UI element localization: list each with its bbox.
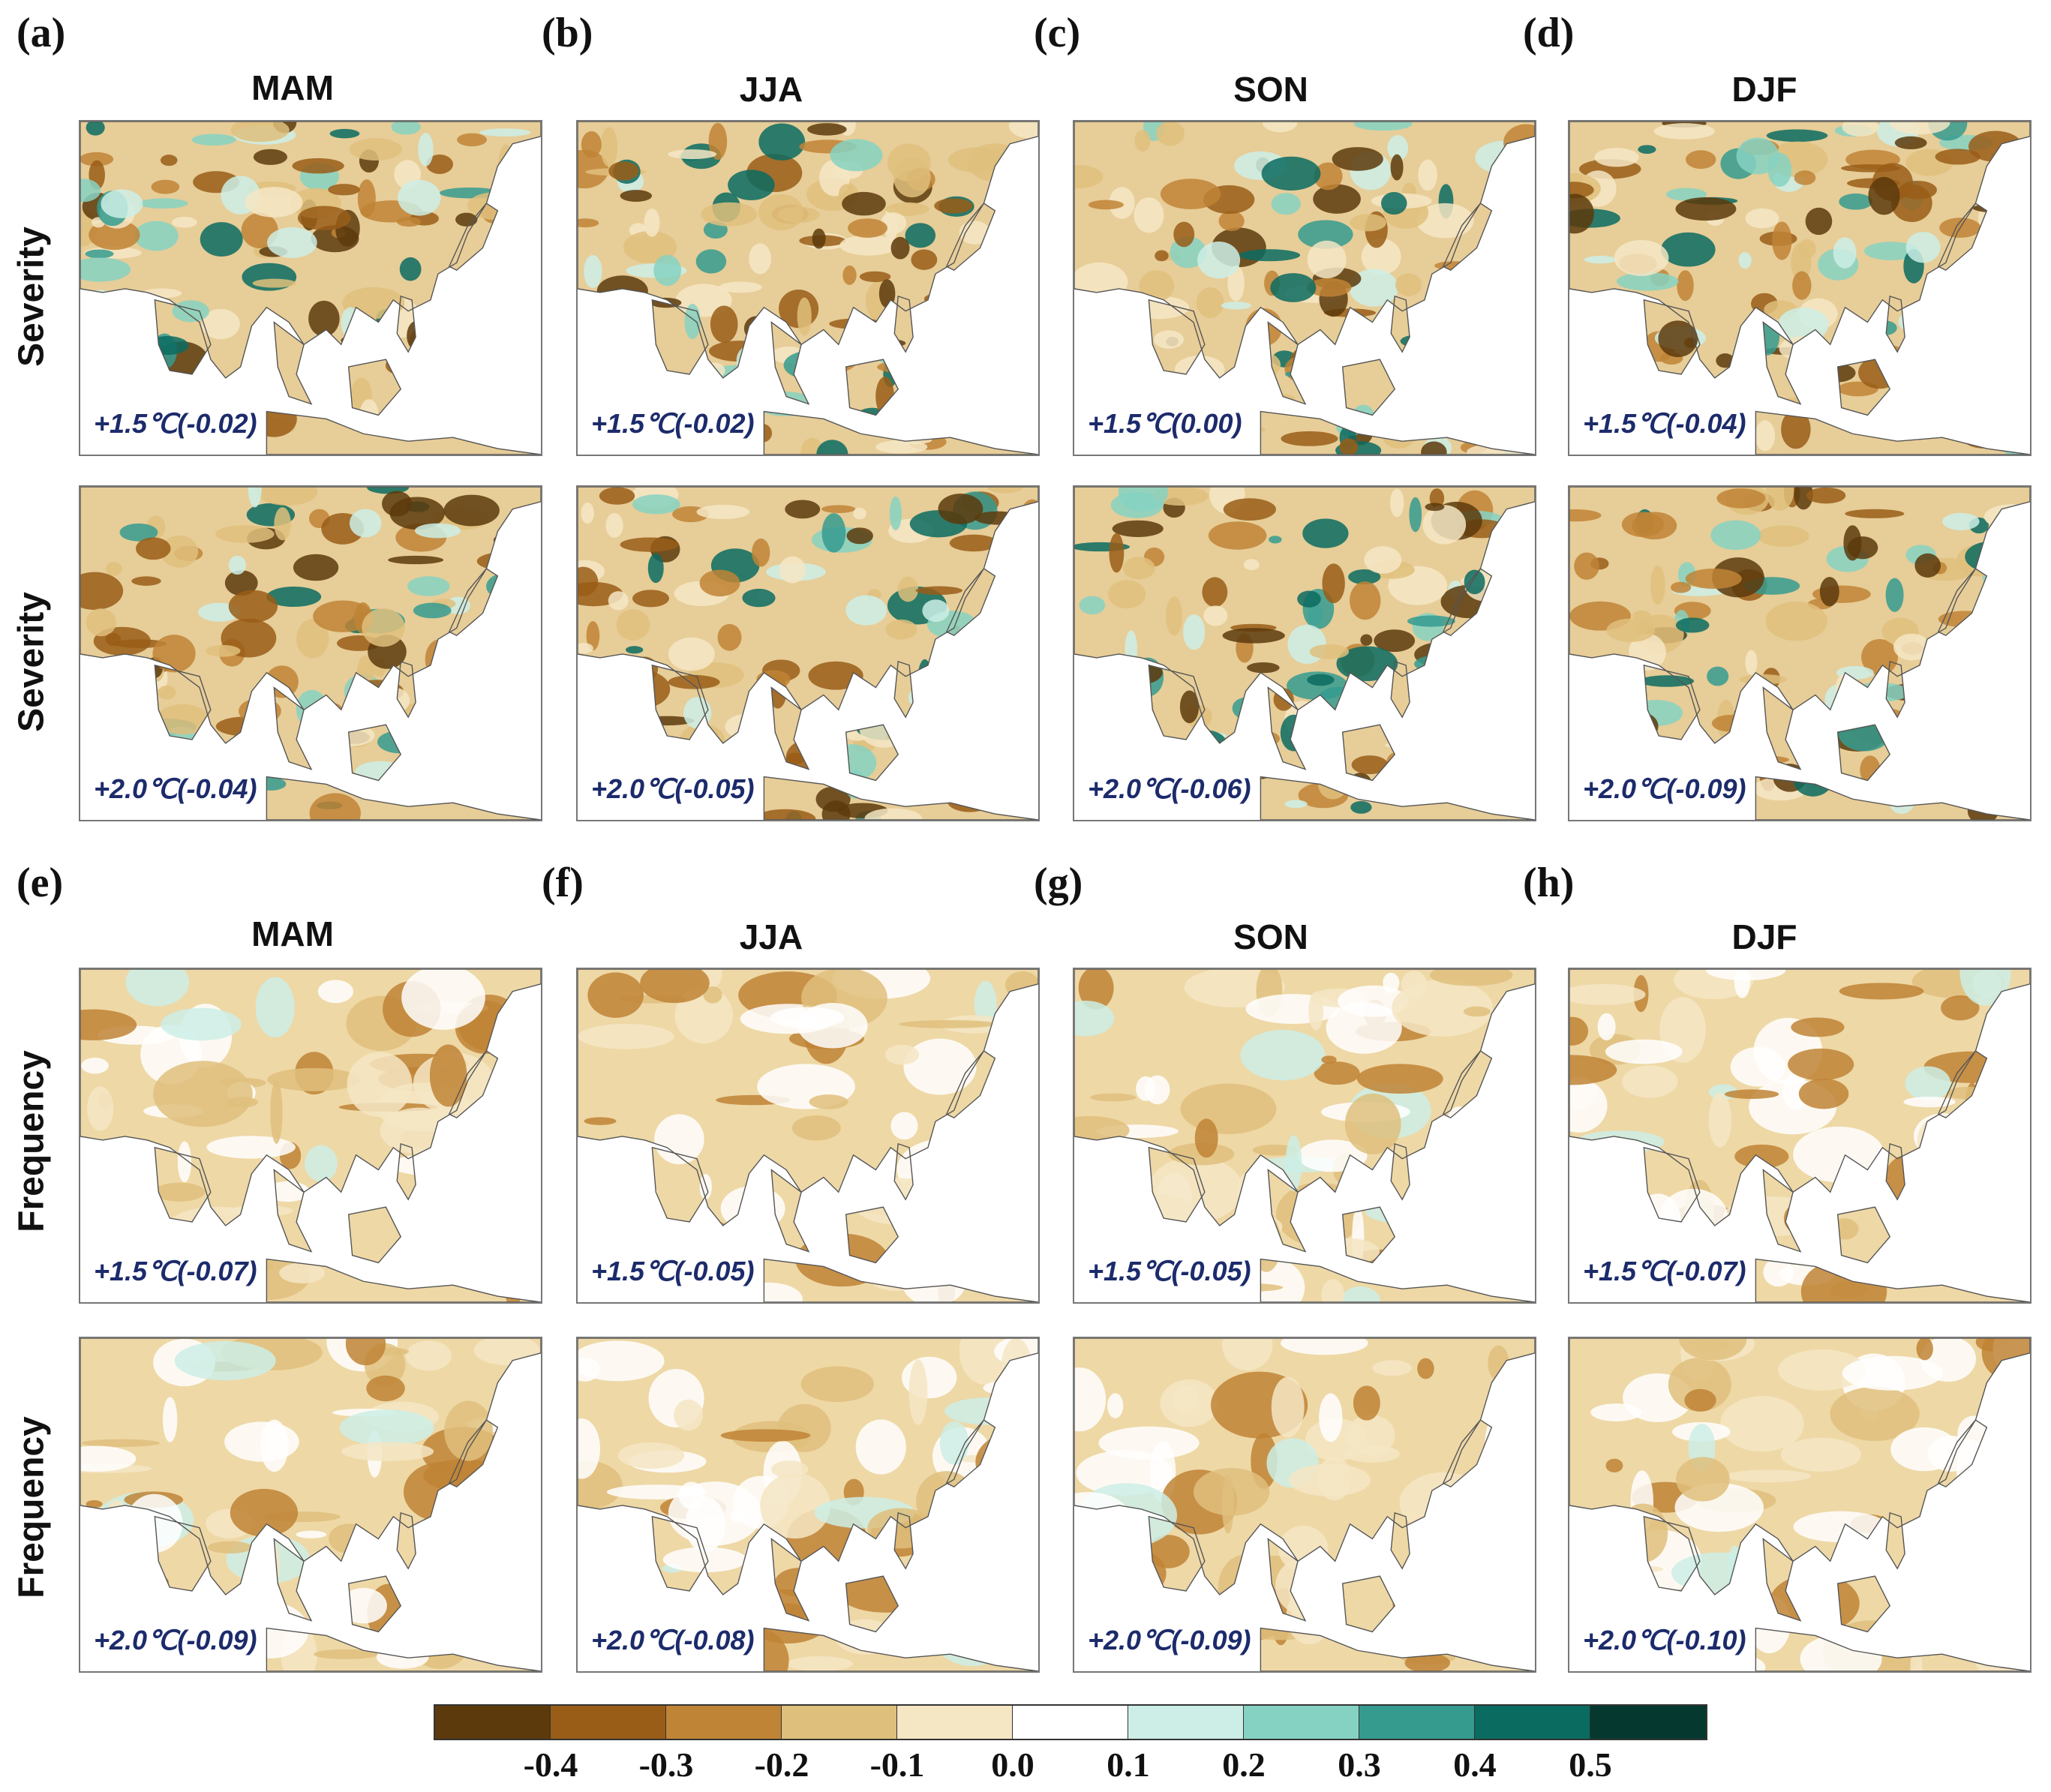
map-caption-frequency-1-5-mam: +1.5℃(-0.07) bbox=[94, 1256, 257, 1286]
panel-letter-c: (c) bbox=[1034, 10, 1081, 56]
map-caption-severity-2-0-jja: +2.0℃(-0.05) bbox=[591, 773, 755, 804]
map-caption-frequency-1-5-son: +1.5℃(-0.05) bbox=[1088, 1256, 1251, 1286]
row-label-frequency-2: Frequency bbox=[11, 1416, 52, 1598]
map-panel-severity-1-5-djf: +1.5℃(-0.04) bbox=[1568, 120, 2031, 456]
asia-map-graphic bbox=[80, 122, 541, 455]
colorbar-tick-label: -0.4 bbox=[523, 1745, 578, 1784]
map-panel-severity-2-0-djf: +2.0℃(-0.09) bbox=[1568, 485, 2031, 821]
map-panel-frequency-2-0-djf: +2.0℃(-0.10) bbox=[1568, 1337, 2031, 1673]
asia-map-graphic bbox=[578, 1338, 1038, 1671]
season-title-djf-lower: DJF bbox=[1731, 917, 1797, 956]
asia-map-graphic bbox=[80, 969, 541, 1302]
colorbar bbox=[434, 1704, 1707, 1740]
colorbar-tick-label: 0.1 bbox=[1107, 1745, 1150, 1784]
season-title-son: SON bbox=[1233, 70, 1308, 109]
colorbar-swatch-1 bbox=[551, 1706, 666, 1739]
asia-map-graphic bbox=[1074, 122, 1535, 455]
map-caption-severity-1-5-mam: +1.5℃(-0.02) bbox=[94, 408, 257, 439]
map-panel-frequency-1-5-son: +1.5℃(-0.05) bbox=[1073, 968, 1536, 1304]
map-caption-frequency-2-0-djf: +2.0℃(-0.10) bbox=[1583, 1625, 1746, 1655]
colorbar-swatch-5 bbox=[1013, 1706, 1128, 1739]
colorbar-swatch-3 bbox=[782, 1706, 897, 1739]
colorbar-tick-label: -0.1 bbox=[869, 1745, 925, 1784]
panel-letter-e: (e) bbox=[17, 860, 64, 906]
map-caption-frequency-2-0-jja: +2.0℃(-0.08) bbox=[591, 1625, 755, 1655]
colorbar-swatch-2 bbox=[666, 1706, 782, 1739]
season-title-jja-lower: JJA bbox=[739, 917, 803, 956]
colorbar-swatch-6 bbox=[1128, 1706, 1244, 1739]
season-title-djf: DJF bbox=[1731, 70, 1797, 109]
map-caption-frequency-2-0-son: +2.0℃(-0.09) bbox=[1088, 1625, 1251, 1655]
colorbar-tick-label: 0.2 bbox=[1222, 1745, 1266, 1784]
map-caption-severity-2-0-djf: +2.0℃(-0.09) bbox=[1583, 773, 1746, 804]
map-panel-severity-2-0-jja: +2.0℃(-0.05) bbox=[576, 485, 1040, 821]
asia-map-graphic bbox=[1074, 487, 1535, 820]
colorbar-tick-label: -0.3 bbox=[638, 1745, 694, 1784]
map-panel-severity-1-5-son: +1.5℃(0.00) bbox=[1073, 120, 1536, 456]
colorbar-swatch-9 bbox=[1475, 1706, 1590, 1739]
season-title-mam: MAM bbox=[251, 68, 334, 107]
map-panel-frequency-2-0-son: +2.0℃(-0.09) bbox=[1073, 1337, 1536, 1673]
panel-letter-f: (f) bbox=[542, 860, 584, 906]
panel-letter-h: (h) bbox=[1523, 860, 1575, 906]
map-caption-severity-2-0-son: +2.0℃(-0.06) bbox=[1088, 773, 1251, 804]
map-panel-severity-2-0-son: +2.0℃(-0.06) bbox=[1073, 485, 1536, 821]
map-panel-frequency-1-5-jja: +1.5℃(-0.05) bbox=[576, 968, 1040, 1304]
row-label-frequency-1: Frequency bbox=[11, 1050, 52, 1232]
panel-letter-d: (d) bbox=[1523, 10, 1575, 56]
season-title-jja: JJA bbox=[739, 70, 803, 109]
asia-map-graphic bbox=[1569, 1338, 2030, 1671]
colorbar-swatch-10 bbox=[1590, 1706, 1706, 1739]
map-panel-frequency-2-0-mam: +2.0℃(-0.09) bbox=[79, 1337, 542, 1673]
asia-map-graphic bbox=[1569, 487, 2030, 820]
map-caption-severity-1-5-son: +1.5℃(0.00) bbox=[1088, 408, 1242, 439]
map-panel-severity-1-5-jja: +1.5℃(-0.02) bbox=[576, 120, 1040, 456]
asia-map-graphic bbox=[80, 1338, 541, 1671]
map-panel-severity-1-5-mam: +1.5℃(-0.02) bbox=[79, 120, 542, 456]
map-caption-severity-1-5-djf: +1.5℃(-0.04) bbox=[1583, 408, 1746, 439]
colorbar-tick-label: 0.5 bbox=[1569, 1745, 1612, 1784]
map-caption-severity-2-0-mam: +2.0℃(-0.04) bbox=[94, 773, 257, 804]
colorbar-tick-label: 0.0 bbox=[991, 1745, 1035, 1784]
colorbar-swatch-4 bbox=[897, 1706, 1013, 1739]
map-panel-frequency-2-0-jja: +2.0℃(-0.08) bbox=[576, 1337, 1040, 1673]
panel-letter-b: (b) bbox=[542, 10, 593, 56]
map-panel-frequency-1-5-djf: +1.5℃(-0.07) bbox=[1568, 968, 2031, 1304]
panel-letter-a: (a) bbox=[17, 10, 66, 56]
map-panel-frequency-1-5-mam: +1.5℃(-0.07) bbox=[79, 968, 542, 1304]
colorbar-swatch-0 bbox=[435, 1706, 551, 1739]
panel-letter-g: (g) bbox=[1034, 860, 1083, 906]
asia-map-graphic bbox=[80, 487, 541, 820]
season-title-mam-lower: MAM bbox=[251, 914, 334, 953]
row-label-severity-2: Severity bbox=[11, 592, 52, 732]
colorbar-swatch-7 bbox=[1244, 1706, 1359, 1739]
asia-map-graphic bbox=[1569, 969, 2030, 1302]
map-caption-frequency-1-5-djf: +1.5℃(-0.07) bbox=[1583, 1256, 1746, 1286]
asia-map-graphic bbox=[1569, 122, 2030, 455]
asia-map-graphic bbox=[578, 969, 1038, 1302]
row-label-severity-1: Severity bbox=[11, 227, 52, 367]
asia-map-graphic bbox=[578, 122, 1038, 455]
colorbar-tick-label: 0.3 bbox=[1338, 1745, 1381, 1784]
map-caption-frequency-1-5-jja: +1.5℃(-0.05) bbox=[591, 1256, 755, 1286]
map-caption-severity-1-5-jja: +1.5℃(-0.02) bbox=[591, 408, 755, 439]
colorbar-tick-label: 0.4 bbox=[1453, 1745, 1497, 1784]
colorbar-swatch-8 bbox=[1359, 1706, 1475, 1739]
asia-map-graphic bbox=[1074, 969, 1535, 1302]
map-panel-severity-2-0-mam: +2.0℃(-0.04) bbox=[79, 485, 542, 821]
map-caption-frequency-2-0-mam: +2.0℃(-0.09) bbox=[94, 1625, 257, 1655]
asia-map-graphic bbox=[1074, 1338, 1535, 1671]
season-title-son-lower: SON bbox=[1233, 917, 1308, 956]
asia-map-graphic bbox=[578, 487, 1038, 820]
colorbar-tick-label: -0.2 bbox=[754, 1745, 809, 1784]
